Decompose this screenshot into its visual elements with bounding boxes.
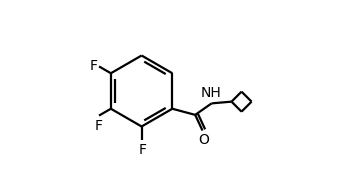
Text: F: F xyxy=(138,143,147,157)
Text: NH: NH xyxy=(200,86,221,100)
Text: F: F xyxy=(94,119,102,133)
Text: F: F xyxy=(90,60,98,73)
Text: O: O xyxy=(198,133,209,147)
